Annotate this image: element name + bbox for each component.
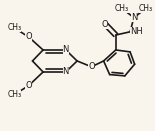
Text: N: N [63,45,69,54]
Text: O: O [88,62,95,71]
Text: CH₃: CH₃ [7,90,21,99]
Text: O: O [102,20,108,29]
Text: CH₃: CH₃ [7,23,21,32]
Text: N: N [63,67,69,77]
Text: NH: NH [130,27,143,36]
Text: CH₃: CH₃ [139,4,153,13]
Text: N: N [131,13,137,22]
Text: O: O [25,32,32,42]
Text: O: O [25,81,32,90]
Text: CH₃: CH₃ [115,4,129,13]
